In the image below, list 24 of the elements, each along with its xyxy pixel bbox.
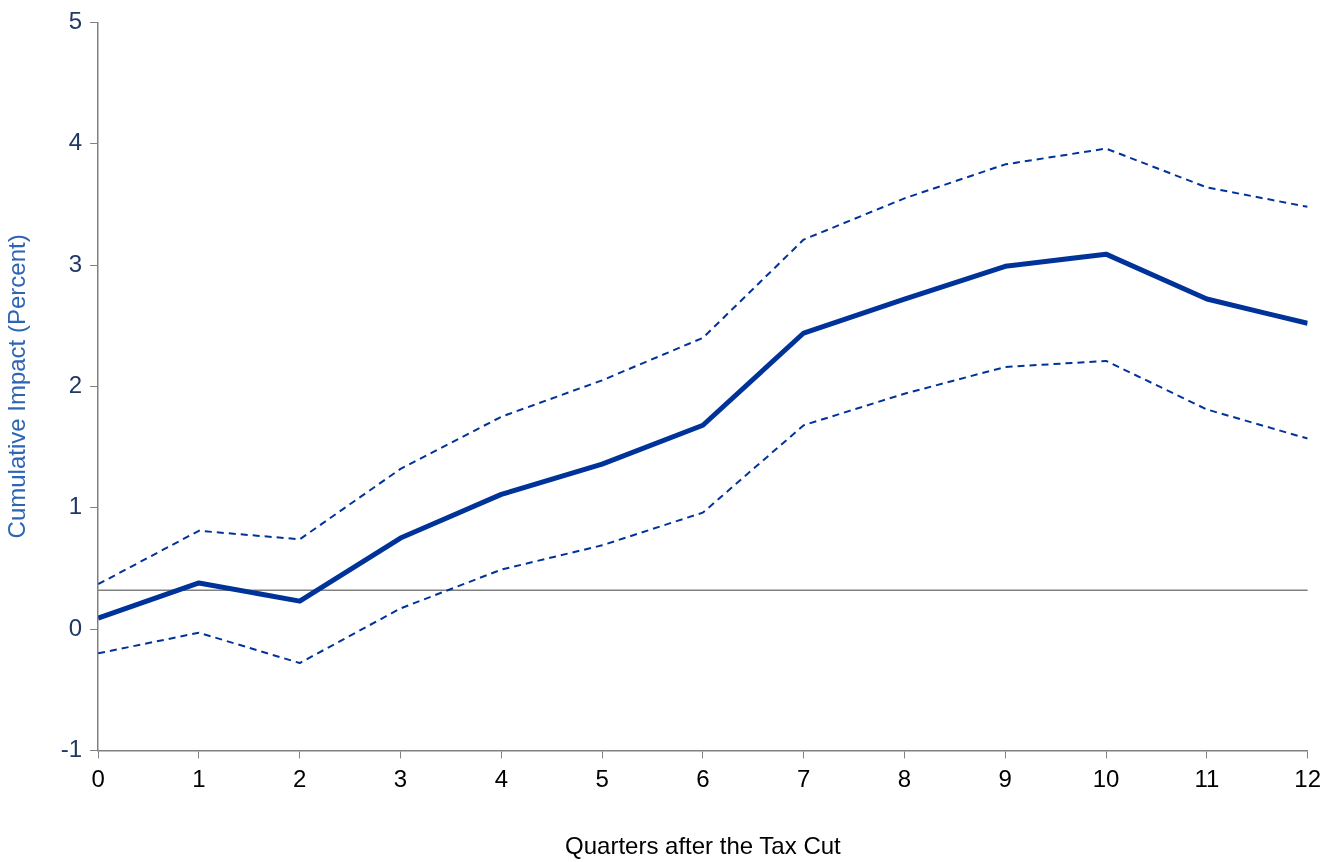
y-tick-label: 3 — [68, 249, 83, 277]
x-tick-label: 9 — [998, 765, 1012, 793]
x-tick-label: 0 — [91, 765, 105, 793]
x-tick-label: 7 — [797, 765, 811, 793]
y-axis-title: Cumulative Impact (Percent) — [3, 234, 31, 539]
x-axis-title: Quarters after the Tax Cut — [565, 832, 842, 860]
line-series — [98, 147, 1308, 586]
x-tick-label: 4 — [494, 765, 508, 793]
x-tick-label: 2 — [293, 765, 307, 793]
line-series — [98, 359, 1308, 665]
y-tick-label: 1 — [68, 492, 83, 520]
x-tick-label: 6 — [696, 765, 710, 793]
y-tick-label: 2 — [68, 371, 83, 399]
x-tick-label: 5 — [595, 765, 609, 793]
x-tick-label: 8 — [897, 765, 912, 793]
y-tick-label: 4 — [68, 128, 83, 156]
y-tick-label: 5 — [68, 7, 83, 35]
x-tick-label: 12 — [1294, 765, 1321, 793]
x-tick-label: 10 — [1092, 765, 1120, 793]
y-tick-label: -1 — [60, 735, 83, 763]
x-tick-label: 11 — [1194, 765, 1220, 793]
x-tick-label: 3 — [393, 765, 408, 793]
x-tick-label: 1 — [192, 765, 206, 793]
y-tick-label: 0 — [68, 613, 83, 641]
